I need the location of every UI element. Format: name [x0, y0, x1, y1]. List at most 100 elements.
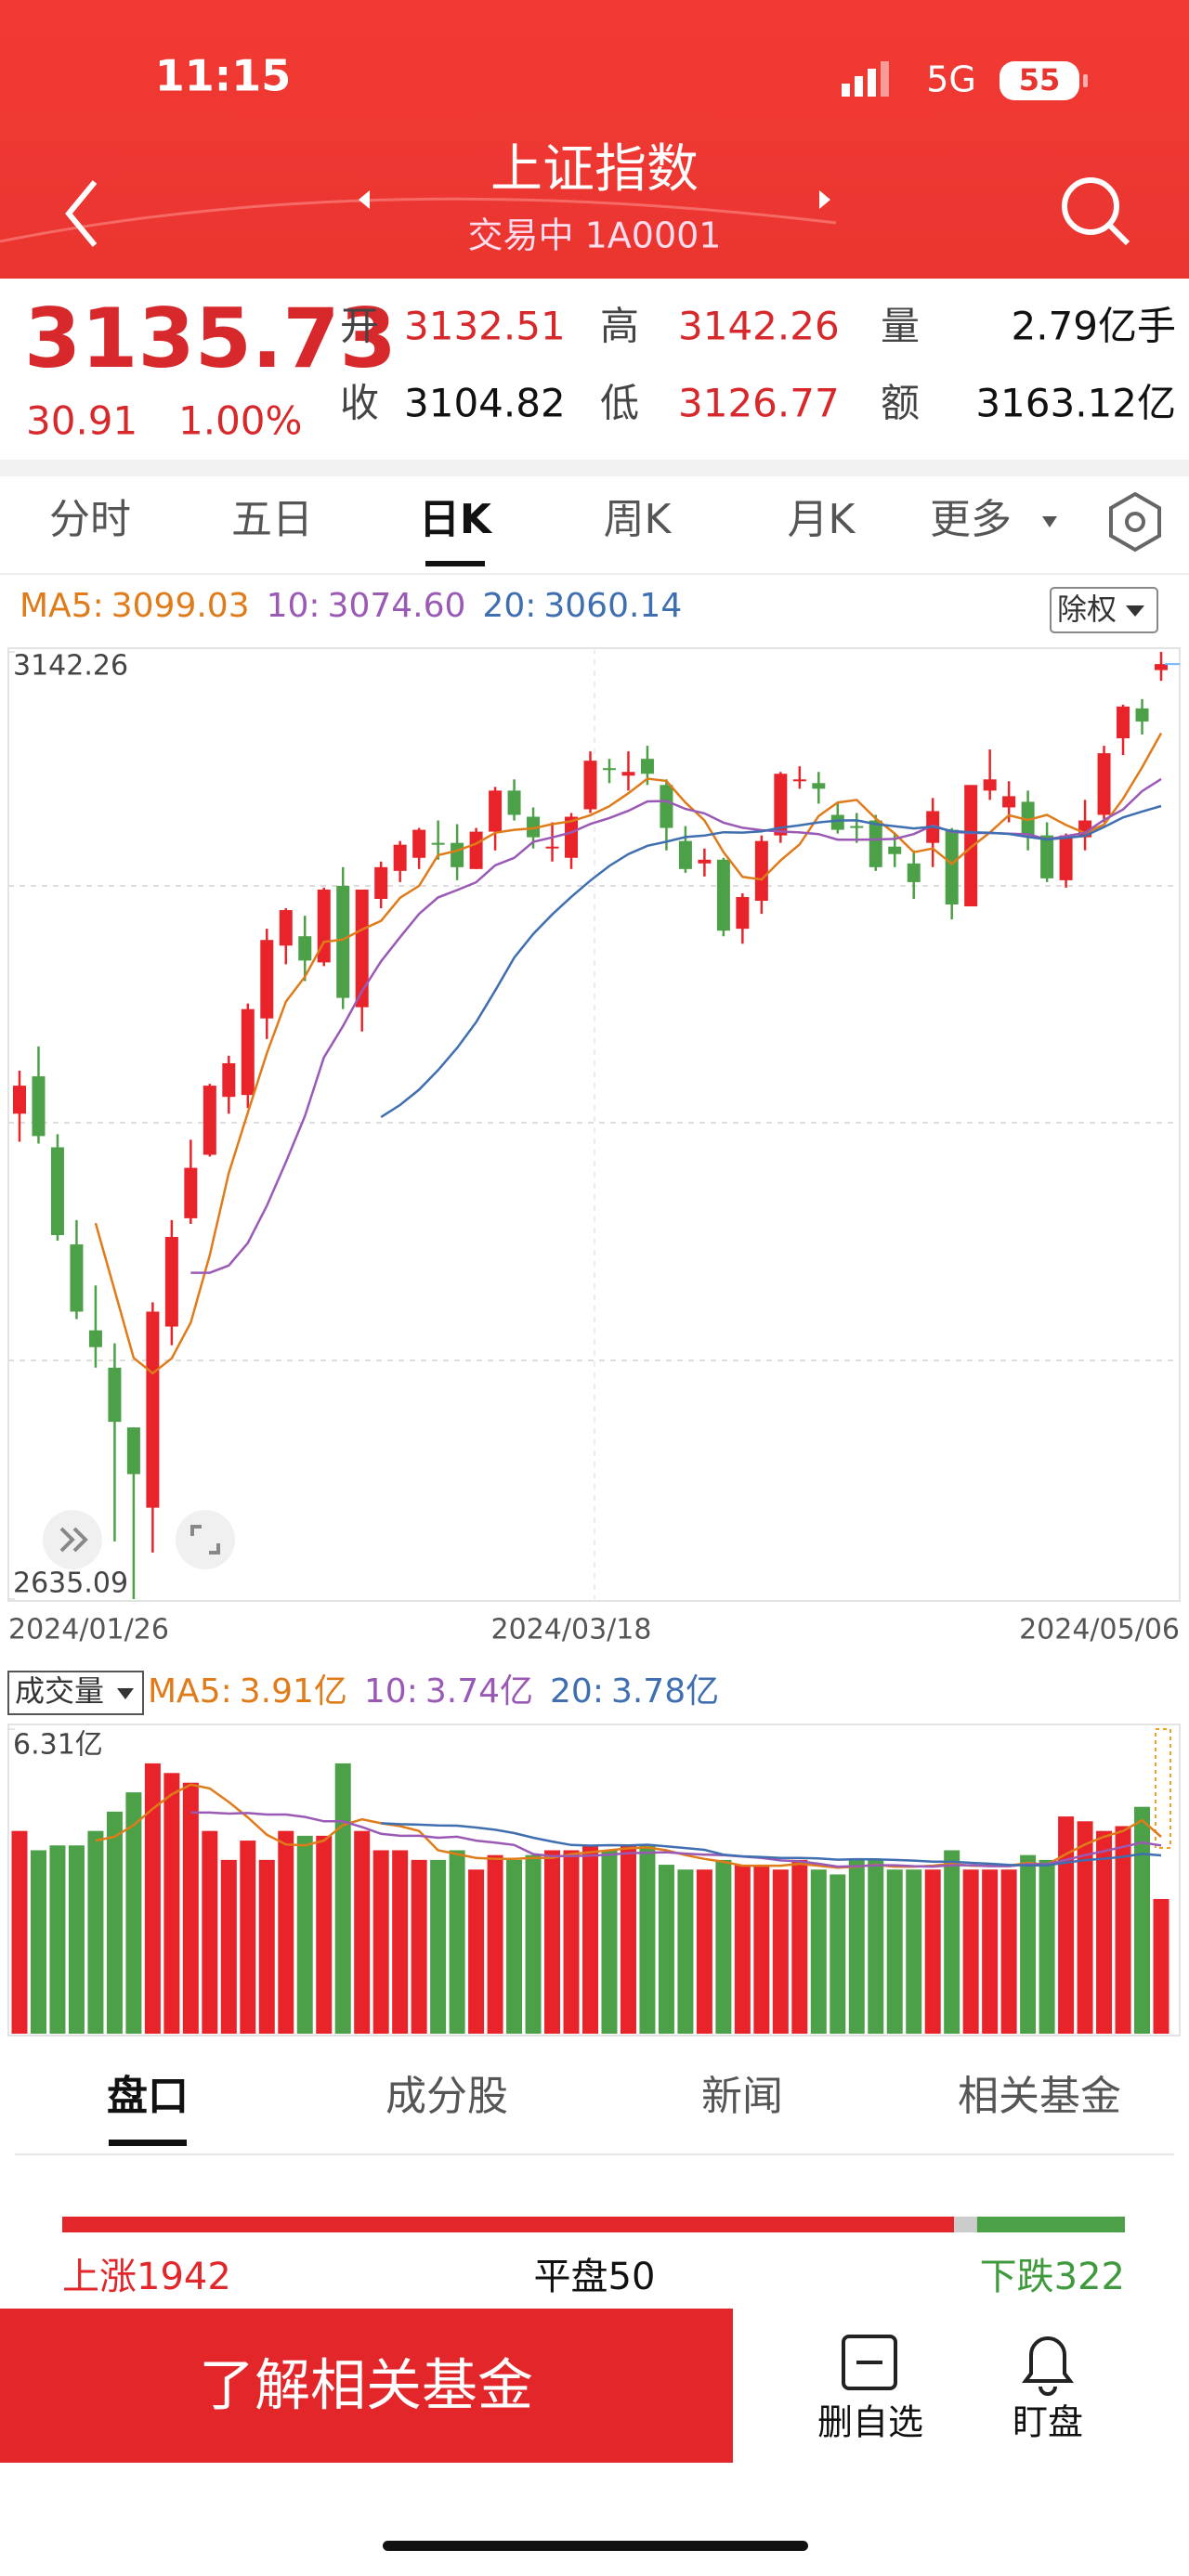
field-value: 3132.51 [404, 304, 566, 349]
breadth-label-text: 上涨 [62, 2256, 137, 2298]
page-title: 上证指数 [490, 139, 699, 200]
dropdown-arrow [1042, 516, 1057, 527]
volume-bar [791, 1859, 808, 2034]
volume-bar [1077, 1821, 1093, 2034]
volume-ma-line [190, 1811, 1162, 1868]
price: 3135.73 [24, 291, 397, 386]
volume-bar [240, 1841, 256, 2034]
ma-legend: MA5: 3.91亿 10: 3.74亿 20: 3.78亿 [148, 1672, 719, 1711]
volume-bar [163, 1773, 180, 2034]
candle-body [621, 772, 635, 776]
tab[interactable]: 相关基金 [958, 2073, 1121, 2120]
battery-tip [1083, 74, 1088, 87]
detail-tabs: 盘口 成分股 新闻 相关基金 [107, 2073, 1121, 2120]
home-indicator [383, 2541, 808, 2551]
candle-body [774, 774, 788, 836]
candle-body [241, 1008, 255, 1096]
candle-body [336, 885, 350, 998]
settings-dot [1125, 512, 1145, 532]
candle-body [126, 1427, 140, 1475]
volume-bar [258, 1859, 275, 2034]
fullscreen-button[interactable] [176, 1510, 235, 1569]
remove-icon[interactable] [842, 2335, 897, 2390]
settings-button[interactable] [1109, 491, 1161, 553]
tab[interactable]: 月K [788, 496, 856, 543]
collapse-icon [59, 1527, 75, 1553]
candle-body [1097, 753, 1111, 815]
volume-bar [68, 1845, 85, 2034]
candle-body [907, 863, 921, 882]
candle-body [70, 1244, 84, 1312]
breadth-count: 322 [1054, 2256, 1125, 2298]
candle-body [869, 820, 882, 867]
field-label: 低 [600, 381, 639, 426]
action-label[interactable]: 盯盘 [1013, 2402, 1083, 2443]
y-tick-label: 3142.26 [13, 650, 128, 683]
ma-label: 20: [550, 1672, 604, 1711]
watch-icon[interactable] [1022, 2336, 1074, 2396]
tab[interactable]: 周K [604, 496, 673, 543]
candle-body [489, 790, 503, 832]
volume-bar [487, 1854, 503, 2034]
tab[interactable]: 更多 [930, 496, 1012, 543]
field-label: 开 [340, 304, 379, 349]
battery [1000, 61, 1079, 100]
candle-body [736, 896, 750, 930]
back-button[interactable] [65, 180, 98, 247]
field-label: 收 [340, 381, 379, 426]
search-button[interactable] [1062, 177, 1130, 246]
volume-bar [202, 1830, 218, 2034]
volume-bar [563, 1850, 580, 2034]
candle-body [945, 829, 959, 905]
x-tick-label: 2024/03/18 [491, 1614, 652, 1646]
volume-bar [506, 1859, 523, 2034]
tab[interactable]: 成分股 [385, 2073, 508, 2120]
candle-body [298, 936, 312, 961]
candle-body [146, 1311, 160, 1508]
ma-label: MA5: [148, 1672, 232, 1711]
candle-body [32, 1076, 46, 1137]
ma-value: 3099.03 [111, 587, 250, 625]
volume-bar [772, 1869, 789, 2034]
fund-button-label: 了解相关基金 [199, 2354, 533, 2419]
volume-bar [316, 1835, 333, 2034]
volume-bar [886, 1869, 903, 2034]
tab[interactable]: 分时 [49, 496, 131, 543]
volume-bar [544, 1850, 561, 2034]
candle-body [1040, 835, 1054, 878]
volume-bar [658, 1865, 674, 2034]
tab-active[interactable]: 盘口 [107, 2073, 189, 2120]
next-button[interactable] [819, 190, 830, 209]
ma-value: 3.91亿 [240, 1672, 347, 1711]
field-value: 3163.12亿 [975, 381, 1176, 426]
candle-body [983, 779, 997, 791]
candle-body [1002, 796, 1016, 808]
volume-bar [1058, 1816, 1075, 2034]
volume-bar [87, 1830, 104, 2034]
adjust-button[interactable] [1050, 587, 1158, 633]
candle-body [412, 829, 426, 858]
header-decoration [0, 197, 837, 243]
ma-label: 20: [482, 587, 536, 625]
battery-level: 55 [1019, 62, 1061, 98]
volume-bar [601, 1850, 618, 2034]
breadth-count: 50 [608, 2256, 656, 2298]
y-tick-label: 2635.09 [13, 1568, 128, 1600]
page-subtitle: 交易中 1A0001 [468, 215, 722, 256]
volume-bar [1134, 1806, 1151, 2034]
volume-bar [411, 1859, 427, 2034]
candle-body [260, 940, 274, 1019]
volume-bar [982, 1869, 999, 2034]
y-tick-label: 6.31亿 [13, 1729, 103, 1762]
tab[interactable]: 五日 [231, 496, 313, 543]
volume-bar [1115, 1826, 1131, 2034]
candle-body [184, 1167, 198, 1218]
tab-active[interactable]: 日K [419, 496, 493, 543]
action-label[interactable]: 删自选 [817, 2402, 923, 2443]
prev-button[interactable] [359, 190, 370, 209]
fund-button[interactable] [0, 2309, 733, 2463]
tab[interactable]: 新闻 [701, 2073, 783, 2120]
candle-body [792, 779, 806, 782]
candle-body [451, 842, 464, 867]
